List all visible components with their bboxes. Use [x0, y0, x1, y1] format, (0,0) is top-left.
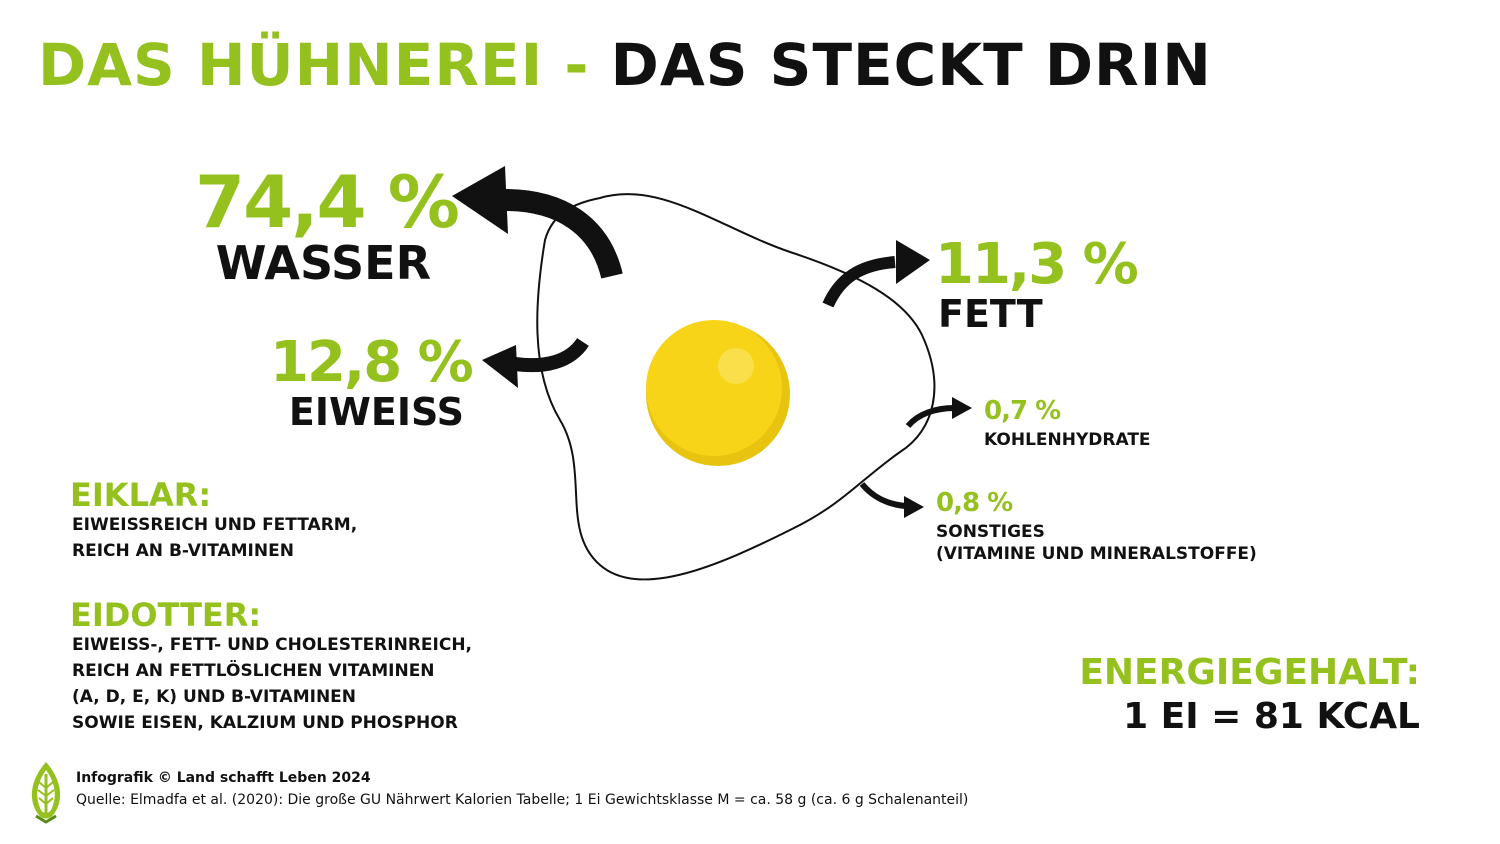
eidotter-line: (A, D, E, K) UND B-VITAMINEN	[72, 687, 357, 707]
arrow-wasser	[452, 166, 623, 279]
eiweiss-label: EIWEISS	[288, 390, 464, 434]
arrow-eiweiss	[482, 337, 589, 388]
fett-value: 11,3 %	[935, 232, 1139, 297]
wasser-label: WASSER	[215, 236, 431, 290]
energy-title: ENERGIEGEHALT:	[1079, 652, 1420, 693]
eiklar-text: EIWEISSREICH UND FETTARM, REICH AN B-VIT…	[72, 512, 357, 564]
eidotter-text: EIWEISS-, FETT- UND CHOLESTERINREICH, RE…	[72, 632, 472, 736]
page-title: DAS HÜHNEREI - DAS STECKT DRIN	[38, 30, 1212, 100]
kohlenhydrate-value: 0,7 %	[984, 396, 1061, 426]
arrow-kohlenhydrate	[905, 397, 972, 429]
title-part2: DAS STECKT DRIN	[610, 31, 1212, 99]
wasser-value: 74,4 %	[195, 160, 460, 244]
title-part1: DAS HÜHNEREI -	[38, 31, 590, 99]
sonstiges-value: 0,8 %	[936, 488, 1013, 518]
eidotter-line: REICH AN FETTLÖSLICHEN VITAMINEN	[72, 661, 435, 681]
kohlenhydrate-label: KOHLENHYDRATE	[984, 430, 1151, 450]
egg-yolk-top	[646, 320, 782, 456]
sonstiges-label: SONSTIGES	[936, 522, 1045, 542]
sonstiges-label-line2: (VITAMINE UND MINERALSTOFFE)	[936, 544, 1257, 564]
eiweiss-value: 12,8 %	[270, 330, 474, 395]
fett-label: FETT	[938, 292, 1043, 336]
eiklar-line: EIWEISSREICH UND FETTARM,	[72, 515, 358, 535]
arrow-sonstiges	[859, 482, 924, 518]
footer-source: Quelle: Elmadfa et al. (2020): Die große…	[76, 792, 969, 808]
egg-yolk-highlight	[718, 348, 754, 384]
eidotter-title: EIDOTTER:	[70, 596, 262, 634]
eiklar-title: EIKLAR:	[70, 476, 212, 514]
leaf-logo-icon	[31, 762, 61, 824]
eidotter-line: EIWEISS-, FETT- UND CHOLESTERINREICH,	[72, 635, 473, 655]
footer-credit: Infografik © Land schafft Leben 2024	[76, 770, 371, 786]
arrow-fett	[822, 240, 930, 308]
energy-value: 1 EI = 81 KCAL	[1123, 696, 1420, 737]
eidotter-line: SOWIE EISEN, KALZIUM UND PHOSPHOR	[72, 713, 458, 733]
eiklar-line: REICH AN B-VITAMINEN	[72, 541, 294, 561]
